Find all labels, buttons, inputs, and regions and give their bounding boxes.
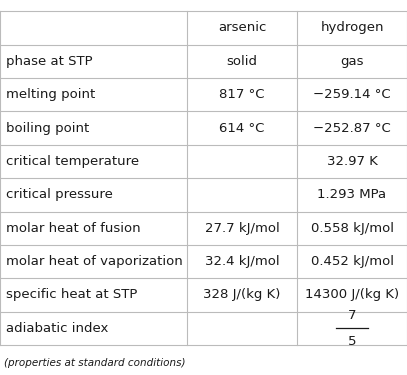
- Text: hydrogen: hydrogen: [320, 21, 384, 34]
- Text: molar heat of vaporization: molar heat of vaporization: [6, 255, 183, 268]
- Text: adiabatic index: adiabatic index: [6, 322, 109, 335]
- Text: solid: solid: [227, 55, 258, 68]
- Text: 5: 5: [348, 335, 356, 348]
- Text: boiling point: boiling point: [6, 122, 90, 135]
- Text: arsenic: arsenic: [218, 21, 266, 34]
- Text: −252.87 °C: −252.87 °C: [313, 122, 391, 135]
- Text: 27.7 kJ/mol: 27.7 kJ/mol: [205, 222, 280, 235]
- Text: 32.4 kJ/mol: 32.4 kJ/mol: [205, 255, 280, 268]
- Text: 1.293 MPa: 1.293 MPa: [317, 188, 387, 201]
- Text: specific heat at STP: specific heat at STP: [6, 288, 138, 302]
- Text: critical pressure: critical pressure: [6, 188, 113, 201]
- Text: gas: gas: [340, 55, 364, 68]
- Text: melting point: melting point: [6, 88, 95, 101]
- Text: 614 °C: 614 °C: [219, 122, 265, 135]
- Text: 7: 7: [348, 309, 356, 322]
- Text: 0.452 kJ/mol: 0.452 kJ/mol: [311, 255, 394, 268]
- Text: 32.97 K: 32.97 K: [326, 155, 378, 168]
- Text: 817 °C: 817 °C: [219, 88, 265, 101]
- Text: (properties at standard conditions): (properties at standard conditions): [4, 358, 186, 368]
- Text: critical temperature: critical temperature: [6, 155, 139, 168]
- Text: molar heat of fusion: molar heat of fusion: [6, 222, 141, 235]
- Text: 14300 J/(kg K): 14300 J/(kg K): [305, 288, 399, 302]
- Text: 328 J/(kg K): 328 J/(kg K): [204, 288, 281, 302]
- Text: phase at STP: phase at STP: [6, 55, 93, 68]
- Text: −259.14 °C: −259.14 °C: [313, 88, 391, 101]
- Text: 0.558 kJ/mol: 0.558 kJ/mol: [311, 222, 394, 235]
